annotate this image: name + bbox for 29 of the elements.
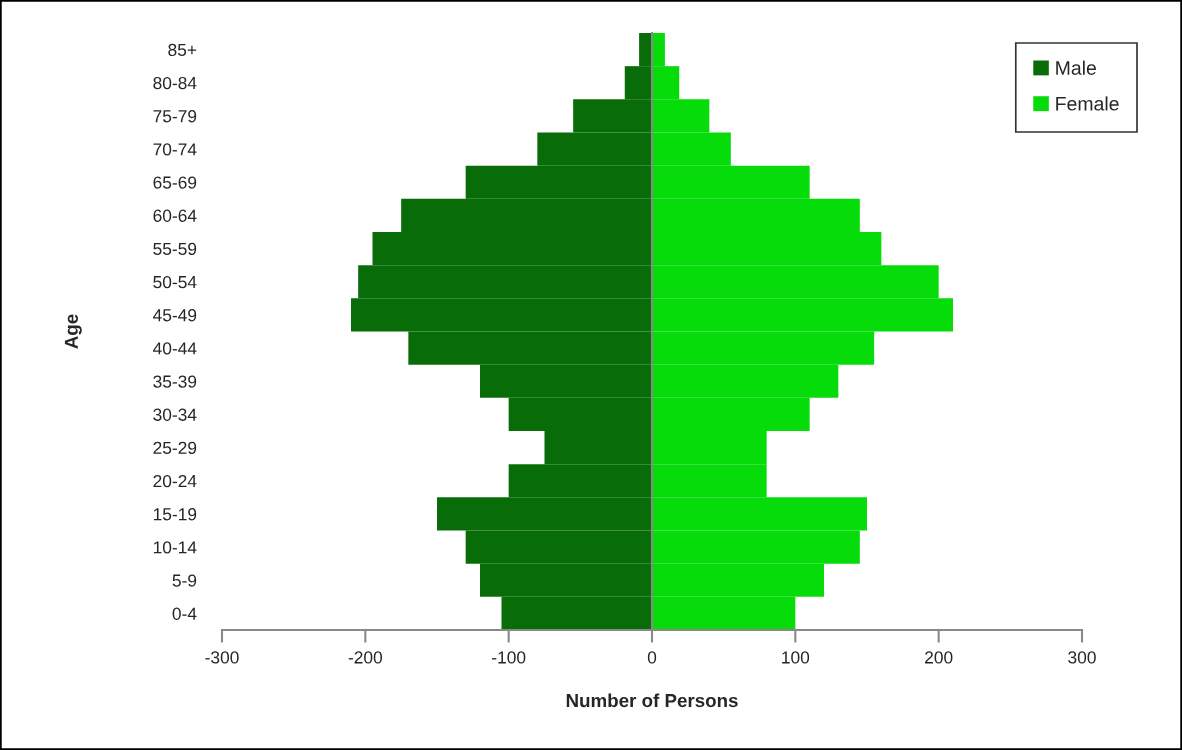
legend-label: Female xyxy=(1056,96,1119,111)
x-tick-label: 300 xyxy=(1068,651,1096,664)
y-tick-label: 5-9 xyxy=(172,574,197,587)
x-tick-label: -300 xyxy=(205,651,239,664)
x-tick-label: 0 xyxy=(647,651,657,664)
y-tick-label: 80-84 xyxy=(153,76,197,90)
y-tick-label: 55-59 xyxy=(153,242,197,256)
x-tick-label: 100 xyxy=(782,651,810,664)
legend-label: Male xyxy=(1056,60,1096,75)
x-axis-title: Number of Persons xyxy=(566,693,738,708)
y-tick-label: 50-54 xyxy=(153,275,197,289)
y-tick-label: 25-29 xyxy=(153,441,197,455)
y-tick-label: 40-44 xyxy=(153,342,197,355)
x-tick-label: -200 xyxy=(348,651,383,664)
y-tick-label: 30-34 xyxy=(153,408,197,421)
y-tick-label: 85+ xyxy=(168,43,197,57)
y-tick-label: 15-19 xyxy=(153,508,197,521)
y-tick-label: 60-64 xyxy=(153,209,197,222)
x-tick-label: 200 xyxy=(925,651,953,664)
y-tick-label: 20-24 xyxy=(153,474,197,488)
y-tick-label: 65-69 xyxy=(153,176,197,189)
y-tick-label: 35-39 xyxy=(153,375,197,388)
y-axis-title: Age xyxy=(64,314,82,349)
x-tick-label: -100 xyxy=(492,651,526,664)
y-tick-label: 75-79 xyxy=(153,110,197,123)
y-tick-label: 70-74 xyxy=(153,143,197,156)
y-tick-label: 10-14 xyxy=(153,541,197,554)
y-tick-label: 45-49 xyxy=(153,309,197,322)
y-tick-label: 0-4 xyxy=(172,607,197,620)
